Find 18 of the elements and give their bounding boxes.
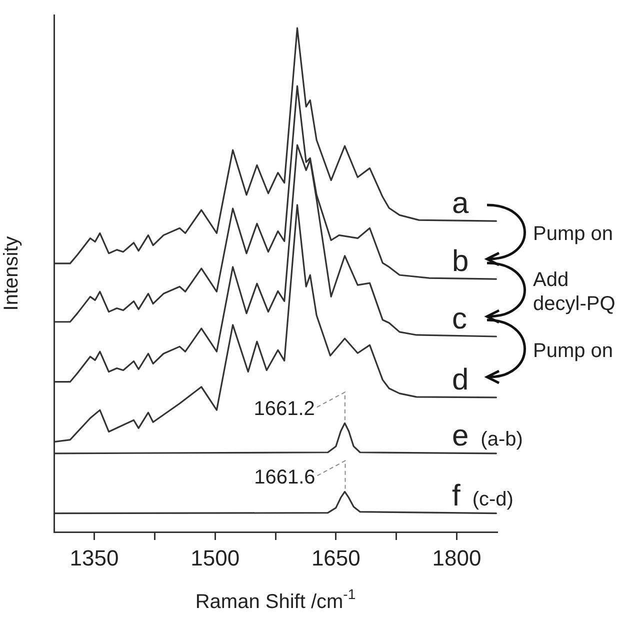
series-label: e [452, 419, 469, 452]
y-axis-title: Intensity [0, 236, 23, 311]
annotation: (c-d) [472, 488, 514, 510]
text: Pump on [533, 223, 614, 246]
series-label: d [452, 363, 469, 396]
text: Add decyl-PQ [533, 268, 616, 315]
x-tick-label: 1350 [70, 545, 119, 570]
x-tick-label: 1500 [190, 545, 240, 570]
series-label: b [452, 245, 469, 278]
annotation: 1661.2 [254, 398, 315, 420]
x-tick-label: 1650 [311, 545, 360, 570]
series-label: f [452, 479, 461, 512]
series-label: c [452, 302, 467, 336]
annotation: (a-b) [480, 428, 523, 450]
x-tick-label: 1800 [432, 545, 482, 570]
text: Pump on [533, 340, 614, 362]
series-label: a [452, 187, 469, 220]
annotation: 1661.6 [254, 466, 316, 489]
